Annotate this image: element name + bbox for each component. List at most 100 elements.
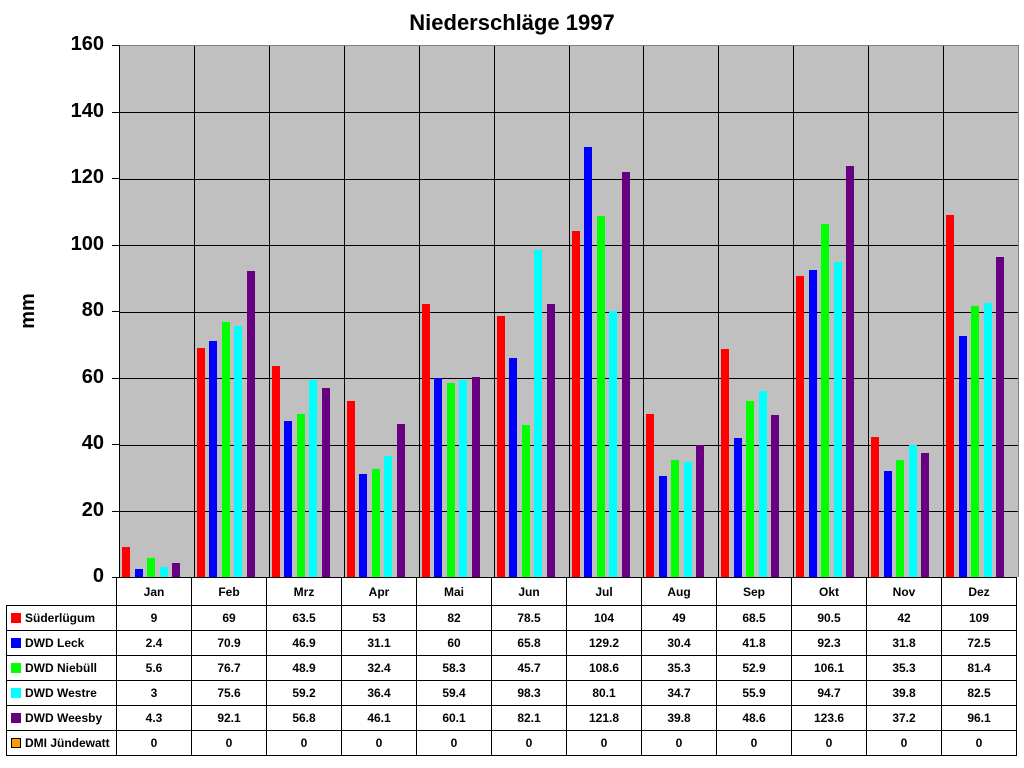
bar-dwd-weesby-sep	[771, 415, 780, 577]
table-cell: 72.5	[941, 630, 1017, 656]
bar-dwd-weesby-nov	[921, 453, 930, 577]
y-axis-line	[119, 45, 120, 578]
legend-swatch-icon	[11, 638, 21, 648]
table-cell: 0	[641, 730, 717, 756]
table-row: Süderlügum 9 69 63.5 53 82 78.5 104 49 68.5 90.5 42…	[6, 605, 1017, 631]
table-cell: 4.3	[116, 705, 192, 731]
bar-s-derl-gum-jun	[496, 316, 505, 577]
bar-dwd-leck-mrz	[284, 421, 293, 577]
table-cell: 90.5	[791, 605, 867, 631]
bar-dwd-nieb-ll-apr	[371, 469, 380, 577]
table-cell: 39.8	[641, 705, 717, 731]
table-cell: 45.7	[491, 655, 567, 681]
data-table: Jan Feb Mrz Apr Mai Jun Jul Aug Sep Okt Nov Dez Süde…	[6, 577, 1017, 756]
gridline-vertical	[343, 46, 345, 577]
gridline-vertical	[643, 46, 645, 577]
legend-swatch-icon	[11, 663, 21, 673]
table-cell: 5.6	[116, 655, 192, 681]
x-axis-category-label: Aug	[641, 577, 717, 606]
legend-entry: DWD Leck	[6, 630, 117, 656]
table-cell: 35.3	[866, 655, 942, 681]
table-cell: 82.1	[491, 705, 567, 731]
bar-dwd-nieb-ll-nov	[896, 459, 905, 577]
table-cell: 46.9	[266, 630, 342, 656]
bar-s-derl-gum-jul	[571, 231, 580, 577]
table-cell: 96.1	[941, 705, 1017, 731]
bar-dwd-leck-feb	[209, 341, 218, 577]
y-tick-label: 160	[70, 33, 104, 55]
table-cell: 39.8	[866, 680, 942, 706]
legend-entry: DWD Weesby	[6, 705, 117, 731]
table-cell: 31.8	[866, 630, 942, 656]
table-cell: 52.9	[716, 655, 792, 681]
legend-swatch-icon	[11, 688, 21, 698]
bar-dwd-westre-aug	[683, 461, 692, 577]
bar-dwd-nieb-ll-mrz	[296, 414, 305, 577]
x-axis-category-label: Feb	[191, 577, 267, 606]
x-axis-category-label: Jun	[491, 577, 567, 606]
x-axis-category-label: Mrz	[266, 577, 342, 606]
legend-label: DWD Westre	[25, 686, 97, 700]
legend-swatch-icon	[11, 613, 21, 623]
table-cell: 0	[791, 730, 867, 756]
bar-dwd-weesby-feb	[246, 270, 255, 577]
table-cell: 129.2	[566, 630, 642, 656]
y-tick-mark	[112, 311, 120, 312]
bar-dwd-nieb-ll-jul	[596, 215, 605, 577]
bar-dwd-leck-apr	[359, 473, 368, 577]
table-cell: 58.3	[416, 655, 492, 681]
table-cell: 0	[191, 730, 267, 756]
bar-dwd-weesby-jul	[621, 172, 630, 577]
y-tick-mark	[112, 444, 120, 445]
table-cell: 48.9	[266, 655, 342, 681]
bar-dwd-westre-mrz	[309, 380, 318, 577]
table-cell: 0	[266, 730, 342, 756]
table-cell: 31.1	[341, 630, 417, 656]
legend-entry: DMI Jündewatt	[6, 730, 117, 756]
bar-dwd-westre-jul	[609, 310, 617, 577]
bar-dwd-weesby-mrz	[321, 388, 330, 577]
table-row: DWD Leck 2.4 70.9 46.9 31.1 60 65.8 129.2 30.4 41…	[6, 630, 1017, 656]
table-cell: 36.4	[341, 680, 417, 706]
table-cell: 68.5	[716, 605, 792, 631]
bar-dwd-nieb-ll-mai	[446, 383, 455, 577]
y-axis-label: mm	[17, 293, 39, 329]
bar-dwd-leck-dez	[958, 335, 967, 577]
y-tick-label: 0	[92, 565, 104, 587]
bar-dwd-leck-nov	[883, 471, 892, 577]
bar-s-derl-gum-sep	[721, 349, 730, 577]
table-cell: 30.4	[641, 630, 717, 656]
legend-label: DWD Weesby	[25, 711, 103, 725]
legend-label: Süderlügum	[25, 611, 96, 625]
bar-dwd-leck-mai	[434, 377, 443, 577]
legend-entry: Süderlügum	[6, 605, 117, 631]
bar-dwd-weesby-dez	[996, 257, 1005, 577]
table-cell: 3	[116, 680, 192, 706]
table-cell: 35.3	[641, 655, 717, 681]
table-cell: 34.7	[641, 680, 717, 706]
legend-label: DWD Niebüll	[25, 661, 97, 675]
table-cell: 56.8	[266, 705, 342, 731]
x-axis-category-label: Jul	[566, 577, 642, 606]
y-tick-label: 140	[70, 99, 104, 122]
bar-dwd-leck-jan	[134, 569, 143, 577]
table-cell: 82	[416, 605, 492, 631]
table-cell: 80.1	[566, 680, 642, 706]
x-axis-category-label: Sep	[716, 577, 792, 606]
bar-dwd-weesby-jun	[546, 304, 555, 577]
table-cell: 48.6	[716, 705, 792, 731]
table-cell: 53	[341, 605, 417, 631]
table-cell: 59.4	[416, 680, 492, 706]
gridline-vertical	[868, 46, 870, 577]
bar-dwd-westre-okt	[833, 262, 842, 577]
table-cell: 60	[416, 630, 492, 656]
table-cell: 9	[116, 605, 192, 631]
bar-s-derl-gum-mai	[421, 304, 430, 577]
table-cell: 94.7	[791, 680, 867, 706]
x-axis-category-label: Mai	[416, 577, 492, 606]
bar-dwd-leck-okt	[808, 270, 817, 577]
bar-dwd-nieb-ll-okt	[821, 224, 830, 577]
y-tick-label: 100	[70, 232, 104, 255]
x-axis-category-label: Okt	[791, 577, 867, 606]
table-cell: 81.4	[941, 655, 1017, 681]
